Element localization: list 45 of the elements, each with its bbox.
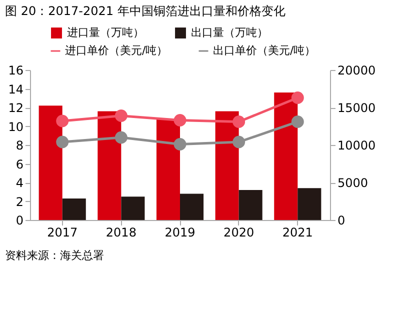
y-tick-label: 14 — [8, 82, 24, 96]
bar — [156, 118, 180, 220]
x-tick-label: 2020 — [224, 226, 254, 240]
y-tick-label: 16 — [8, 64, 24, 78]
bar — [121, 196, 145, 220]
y-tick-label: 2 — [16, 194, 24, 209]
bar — [298, 188, 322, 220]
legend-label: 进口量（万吨） — [67, 26, 144, 39]
y-tick-label: 4 — [16, 176, 24, 190]
point — [174, 138, 186, 150]
point — [174, 114, 186, 126]
point — [114, 110, 128, 122]
y-tick-label: 8 — [16, 138, 24, 152]
point — [232, 116, 246, 128]
point — [56, 114, 69, 128]
bar — [238, 190, 262, 220]
bar — [62, 198, 86, 220]
point — [232, 136, 246, 148]
point — [291, 92, 304, 104]
legend-label: 出口量（万吨） — [191, 26, 268, 39]
y-tick-label: 6 — [16, 157, 24, 172]
legend-label: 进口单价（美元/吨） — [65, 44, 168, 57]
y-tick-label: 0 — [16, 214, 24, 228]
bar — [180, 194, 204, 220]
bar — [215, 111, 239, 220]
y2-tick-label: 20000 — [338, 64, 376, 78]
bar — [274, 92, 298, 220]
y2-tick-label: 5000 — [338, 176, 368, 190]
y2-tick-label: 15000 — [338, 101, 376, 115]
x-tick-label: 2017 — [47, 226, 78, 240]
bar — [38, 106, 62, 220]
text: 资料来源：海关总署 — [5, 249, 104, 262]
y2-tick-label: 10000 — [338, 138, 376, 152]
y-tick-label: 10 — [8, 120, 24, 134]
chart-title: 图 20：2017-2021 年中国铜箔进出口量和价格变化 — [5, 4, 286, 18]
y-tick-label: 12 — [8, 101, 24, 115]
bar — [98, 111, 122, 220]
x-tick-label: 2018 — [106, 226, 136, 240]
x-tick-label: 2019 — [164, 226, 196, 240]
point — [291, 116, 304, 128]
x-tick-label: 2021 — [282, 226, 313, 240]
y2-tick-label: 0 — [338, 214, 346, 228]
point — [56, 136, 69, 148]
legend-label: 出口单价（美元/吨） — [213, 44, 316, 57]
point — [114, 131, 128, 144]
